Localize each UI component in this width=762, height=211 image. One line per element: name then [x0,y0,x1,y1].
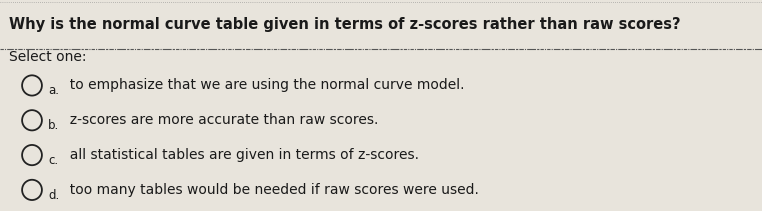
Text: Why is the normal curve table given in terms of z-scores rather than raw scores?: Why is the normal curve table given in t… [9,17,680,32]
Text: Select one:: Select one: [9,50,87,64]
Text: z-scores are more accurate than raw scores.: z-scores are more accurate than raw scor… [61,113,379,127]
Text: b.: b. [48,119,59,132]
Text: c.: c. [48,154,58,167]
Text: all statistical tables are given in terms of z-scores.: all statistical tables are given in term… [61,148,419,162]
Text: to emphasize that we are using the normal curve model.: to emphasize that we are using the norma… [61,78,465,92]
Text: d.: d. [48,189,59,202]
Text: a.: a. [48,84,59,97]
Text: too many tables would be needed if raw scores were used.: too many tables would be needed if raw s… [61,183,479,197]
